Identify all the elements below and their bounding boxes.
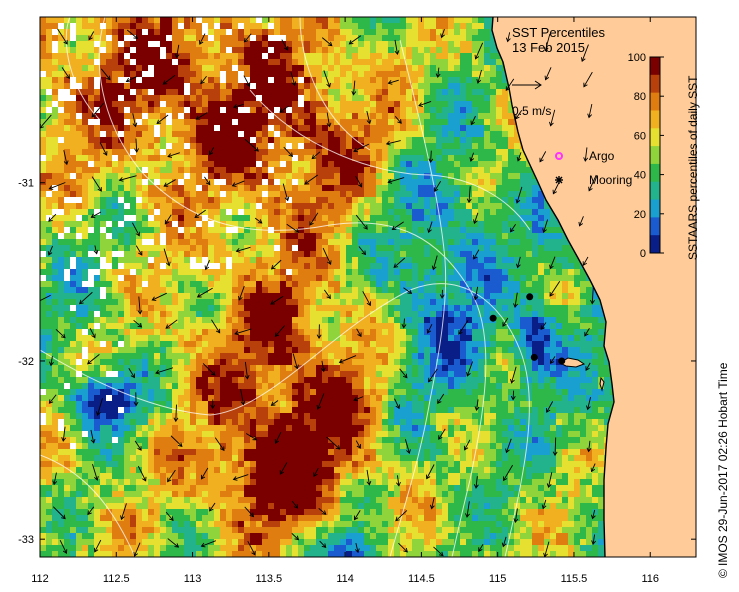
mooring-markers xyxy=(489,293,566,365)
x-tick-label: 112 xyxy=(31,573,49,585)
colorbar-tick-label: 40 xyxy=(634,170,646,182)
map-title: SST Percentiles xyxy=(512,25,605,40)
colorbar-tick-label: 20 xyxy=(634,209,646,221)
mooring-point xyxy=(489,314,497,322)
surface-current-arrows xyxy=(40,28,597,557)
colorbar-segment xyxy=(650,92,660,111)
x-tick-label: 116 xyxy=(641,573,659,585)
colorbar-segment xyxy=(650,110,660,129)
x-tick-label: 112.5 xyxy=(103,573,130,585)
x-tick-label: 113 xyxy=(184,573,202,585)
colorbar-tick-label: 80 xyxy=(634,91,646,103)
mooring-marker-icon xyxy=(555,176,563,184)
y-axis: -31 -32 -33 xyxy=(18,178,696,546)
legend-argo-label: Argo xyxy=(589,149,615,163)
legend-mooring-label: Mooring xyxy=(589,173,632,187)
coastline xyxy=(491,17,615,557)
colorbar-segment xyxy=(650,146,660,165)
map-panel xyxy=(40,17,696,557)
y-tick-label: -33 xyxy=(18,534,34,546)
colorbar-segment xyxy=(650,235,660,254)
colorbar-segment xyxy=(650,57,660,76)
argo-marker-icon xyxy=(555,152,563,160)
x-axis: 112 112.5 113 113.5 114 114.5 115 115.5 116 xyxy=(31,17,659,585)
garden-island xyxy=(599,376,605,392)
colorbar-segment xyxy=(650,181,660,201)
velocity-scale-label: 0.5 m/s xyxy=(512,104,551,118)
colorbar-tick-label: 60 xyxy=(634,130,646,142)
imos-credit: IMOS 29-Jun-2017 02:26 Hobart Time xyxy=(716,362,730,566)
velocity-scale-arrow xyxy=(512,80,542,90)
x-tick-label: 115.5 xyxy=(561,573,588,585)
colorbar-segment xyxy=(650,199,660,218)
x-tick-label: 113.5 xyxy=(255,573,282,585)
y-tick-label: -32 xyxy=(18,356,34,368)
y-tick-label: -31 xyxy=(18,178,34,190)
colorbar-segment xyxy=(650,128,660,147)
copyright-symbol: © xyxy=(716,569,730,578)
colorbar-frame xyxy=(649,56,661,254)
rottnest-island xyxy=(558,357,586,368)
mooring-point xyxy=(526,293,534,301)
colorbar-segment xyxy=(650,163,660,183)
x-tick-label: 114.5 xyxy=(408,573,435,585)
colorbar-segment xyxy=(650,74,660,94)
colorbar-tick-label: 0 xyxy=(640,248,646,260)
mooring-point xyxy=(558,357,566,365)
map-frame xyxy=(39,16,697,558)
colorbar-segment xyxy=(650,217,660,236)
x-tick-label: 115 xyxy=(489,573,507,585)
colorbar: 100 80 60 40 20 0 xyxy=(628,52,664,260)
colorbar-tick-label: 100 xyxy=(628,52,646,64)
mooring-point xyxy=(530,353,538,361)
map-date: 13 Feb 2015 xyxy=(512,40,585,55)
colorbar-label: SSTAARS percentiles of daily SST xyxy=(686,75,700,260)
x-tick-label: 114 xyxy=(336,573,354,585)
